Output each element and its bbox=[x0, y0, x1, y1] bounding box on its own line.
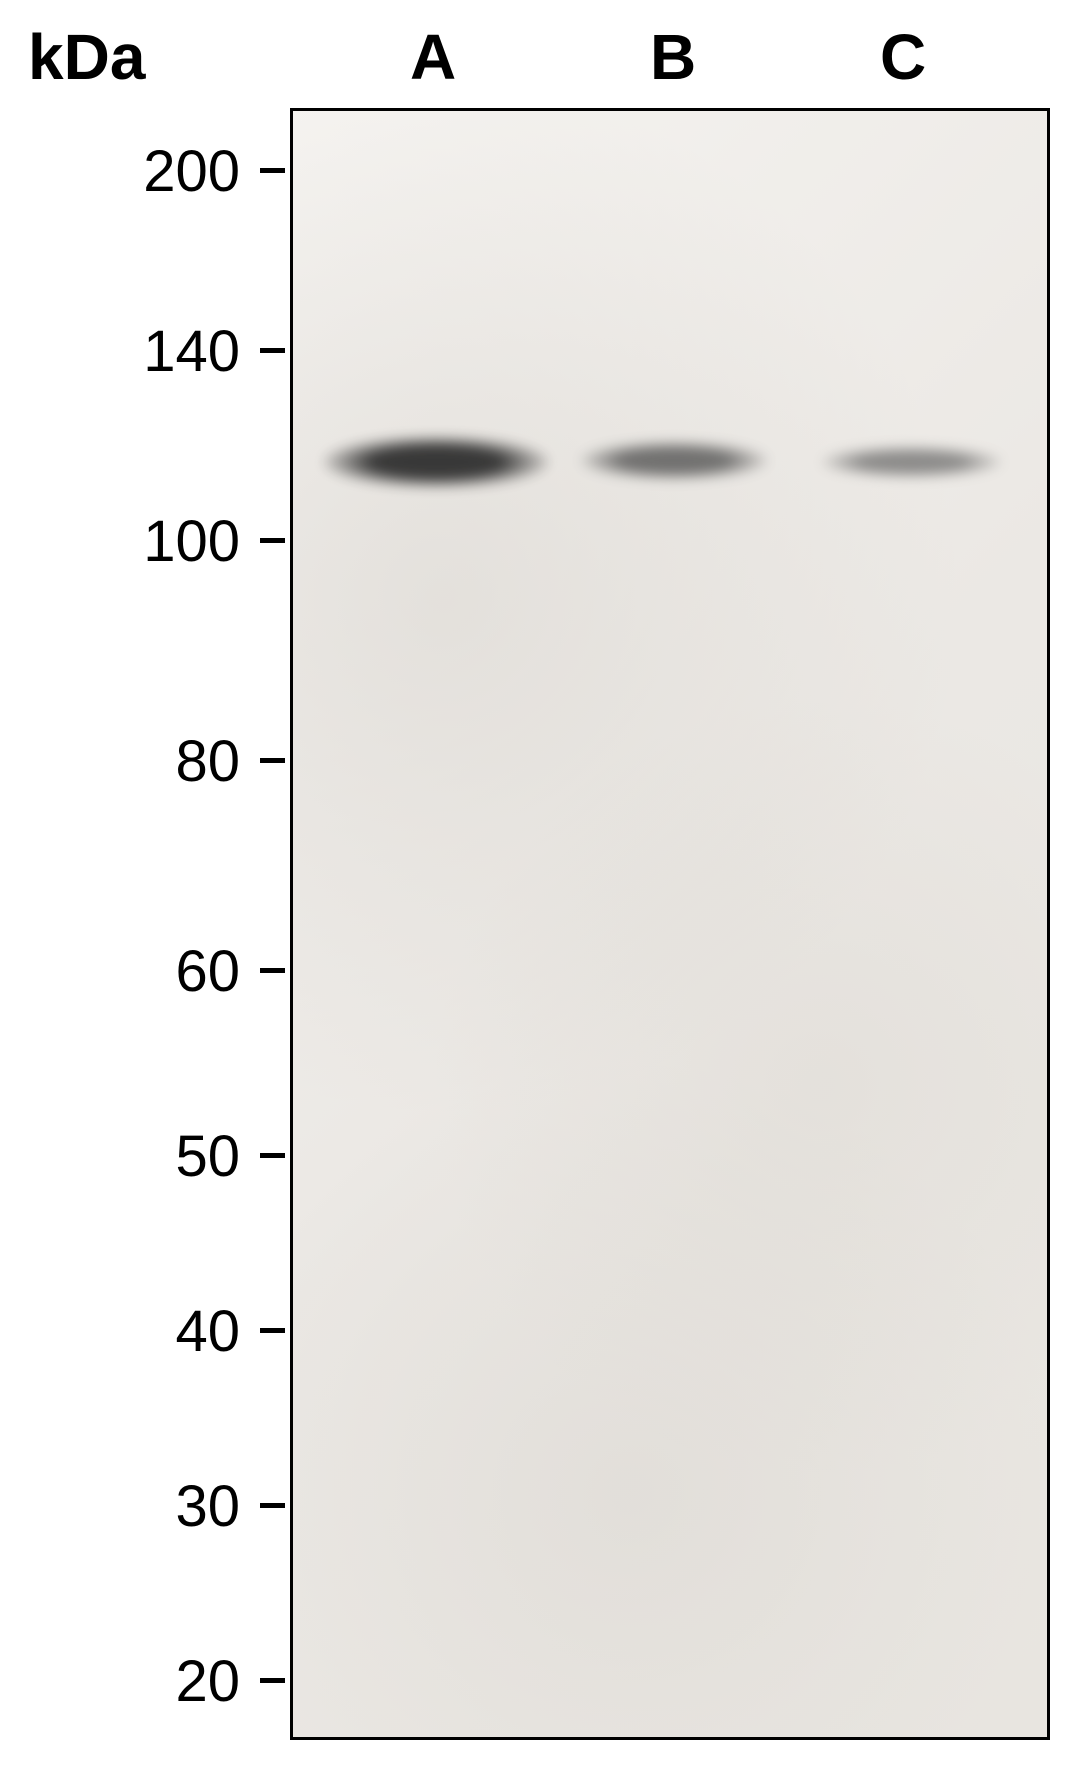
blot-membrane-frame bbox=[290, 108, 1050, 1740]
tick-label-20: 20 bbox=[175, 1648, 240, 1715]
tick-mark-80 bbox=[260, 758, 285, 763]
tick-mark-100 bbox=[260, 538, 285, 543]
tick-mark-140 bbox=[260, 348, 285, 353]
band-lane-b bbox=[580, 441, 769, 480]
kda-axis-label: kDa bbox=[28, 20, 145, 94]
tick-label-80: 80 bbox=[175, 728, 240, 795]
tick-label-60: 60 bbox=[175, 938, 240, 1005]
band-lane-a bbox=[323, 436, 549, 488]
tick-label-30: 30 bbox=[175, 1473, 240, 1540]
tick-mark-200 bbox=[260, 168, 285, 173]
tick-label-50: 50 bbox=[175, 1123, 240, 1190]
tick-mark-50 bbox=[260, 1153, 285, 1158]
tick-mark-60 bbox=[260, 968, 285, 973]
tick-label-40: 40 bbox=[175, 1298, 240, 1365]
tick-label-100: 100 bbox=[143, 508, 240, 575]
lane-label-c: C bbox=[880, 20, 926, 94]
tick-label-200: 200 bbox=[143, 138, 240, 205]
tick-mark-40 bbox=[260, 1328, 285, 1333]
tick-label-140: 140 bbox=[143, 318, 240, 385]
lane-label-b: B bbox=[650, 20, 696, 94]
lane-label-a: A bbox=[410, 20, 456, 94]
tick-mark-30 bbox=[260, 1503, 285, 1508]
tick-mark-20 bbox=[260, 1678, 285, 1683]
blot-texture bbox=[293, 111, 1047, 1737]
blot-container: kDa A B C 200 140 100 80 60 50 40 30 20 bbox=[0, 0, 1080, 1783]
